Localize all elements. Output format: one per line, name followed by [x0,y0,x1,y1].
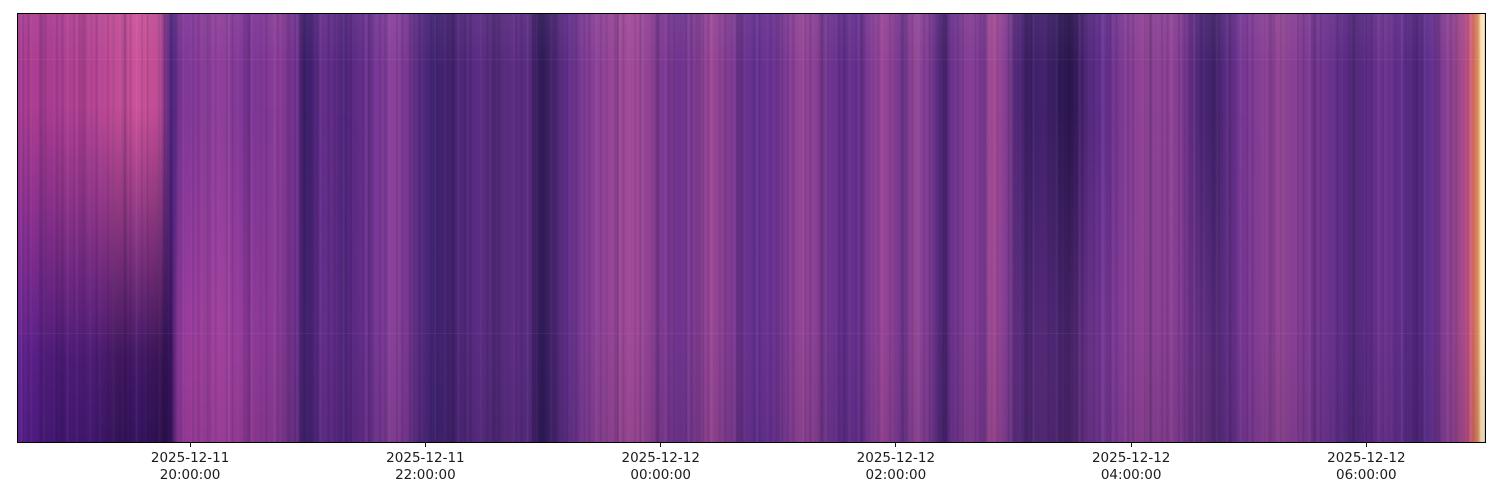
x-tick-label: 2025-12-11 20:00:00 [151,450,229,483]
tick-date-line: 2025-12-12 [621,450,700,466]
tick-time-line: 06:00:00 [1336,466,1397,483]
x-tick-label: 2025-12-12 00:00:00 [621,450,699,483]
x-tick-mark [1130,442,1132,447]
heatmap-shading [18,14,1485,442]
heatmap-bottom-gradient [18,14,1485,442]
heatmap-stripe-texture [18,14,1485,442]
heatmap-plot [17,13,1486,443]
tick-date-line: 2025-12-12 [856,450,936,466]
tick-time-line: 00:00:00 [630,466,692,483]
x-axis: 2025-12-11 20:00:00 2025-12-11 22:00:00 … [17,441,1484,496]
tick-time-line: 20:00:00 [159,466,221,483]
tick-date-line: 2025-12-12 [1327,450,1406,466]
x-tick-label: 2025-12-12 02:00:00 [857,450,935,483]
x-tick-mark [1365,442,1367,447]
x-tick-label: 2025-12-11 22:00:00 [386,450,464,483]
x-tick-label: 2025-12-12 06:00:00 [1327,450,1405,483]
x-tick-mark [895,442,897,447]
tick-date-line: 2025-12-11 [386,450,465,466]
x-tick-mark [660,442,662,447]
tick-date-line: 2025-12-11 [150,450,230,466]
tick-time-line: 02:00:00 [865,466,927,483]
scanline [18,332,1485,334]
tick-time-line: 04:00:00 [1100,466,1162,483]
x-tick-mark [424,442,426,447]
x-tick-mark [189,442,191,447]
tick-time-line: 22:00:00 [395,466,456,483]
x-tick-label: 2025-12-12 04:00:00 [1092,450,1170,483]
scanline [18,58,1485,60]
tick-date-line: 2025-12-12 [1091,450,1171,466]
